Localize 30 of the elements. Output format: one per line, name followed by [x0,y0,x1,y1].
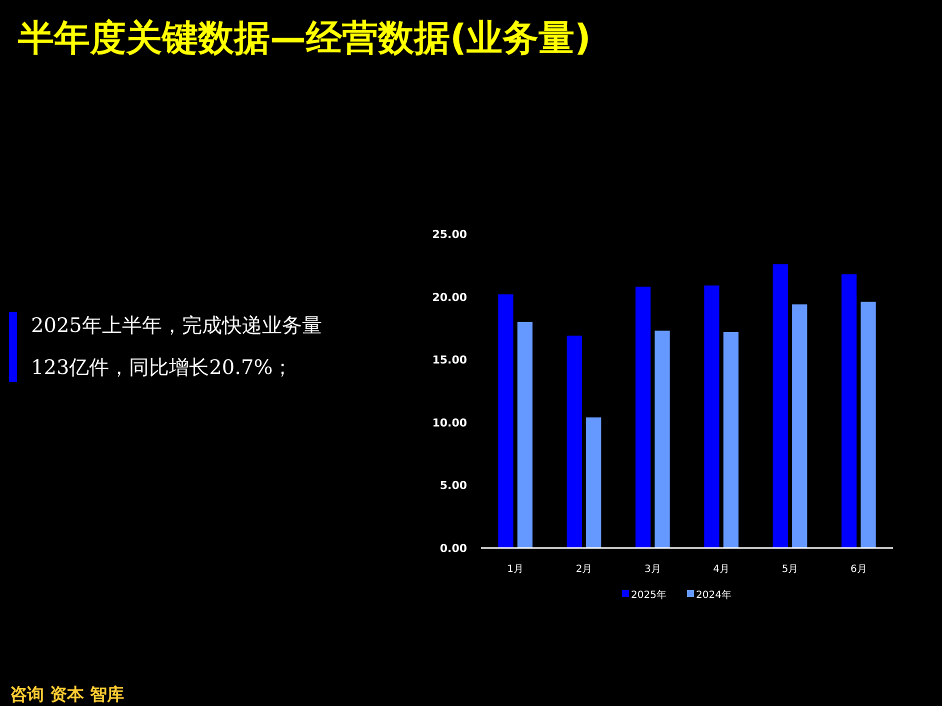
bar [723,332,738,548]
y-tick-label: 20.00 [432,290,468,304]
y-tick-label: 5.00 [440,479,468,492]
bar [636,286,651,548]
y-tick-label: 10.00 [432,416,468,430]
bar [566,336,582,548]
x-tick-label: 1月 [507,564,524,575]
bar [842,274,857,548]
text: 咨询 资本 智库 [10,685,124,705]
text: 2025年上半年，完成快递业务量 [31,313,322,337]
x-tick-label: 5月 [782,564,798,575]
text: 123亿件，同比增长20.7%； [31,355,293,379]
x-tick-label: 2月 [576,564,592,575]
legend-label: 2025年 [631,589,666,601]
x-tick-label: 6月 [850,564,867,575]
bar [792,304,808,548]
x-tick-label: 3月 [644,564,661,575]
y-tick-label: 25.00 [432,228,468,241]
x-tick-label: 4月 [713,564,730,575]
bar [586,417,602,548]
bar [517,322,532,548]
y-tick-label: 0.00 [440,542,468,555]
bar [772,264,788,548]
chart-title: 半年度关键数据—经营数据(业务量) [18,18,591,59]
bar [654,330,670,548]
bar [860,302,876,548]
legend-label: 2024年 [696,589,732,601]
y-tick-label: 15.00 [432,354,468,367]
bar [704,285,720,548]
bar [498,294,514,548]
